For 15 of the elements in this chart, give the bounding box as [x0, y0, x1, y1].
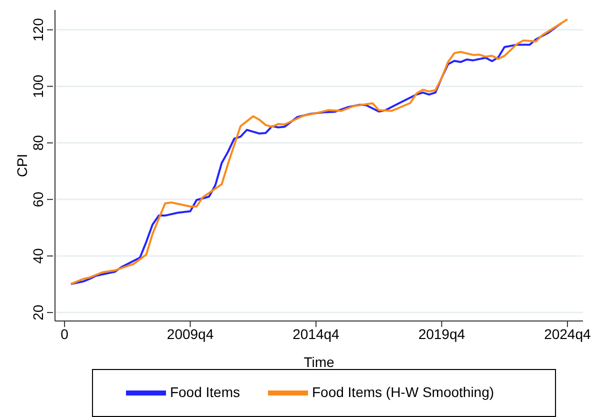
x-tick-label: 0: [60, 326, 69, 342]
y-tick-label: 100: [30, 74, 46, 98]
y-tick-label: 20: [30, 304, 46, 320]
y-tick-label: 40: [30, 248, 46, 264]
x-tick-label: 2009q4: [166, 326, 214, 342]
legend-label: Food Items (H-W Smoothing): [312, 384, 494, 400]
y-tick-label: 120: [30, 18, 46, 42]
y-axis-title: CPI: [14, 154, 30, 178]
y-tick-label: 60: [30, 191, 46, 208]
legend-label: Food Items: [170, 384, 240, 400]
x-axis-title: Time: [304, 354, 335, 370]
x-tick-label: 2024q4: [544, 326, 592, 342]
x-tick-label: 2014q4: [292, 326, 340, 342]
x-tick-label: 2019q4: [418, 326, 466, 342]
y-tick-label: 80: [30, 134, 46, 151]
